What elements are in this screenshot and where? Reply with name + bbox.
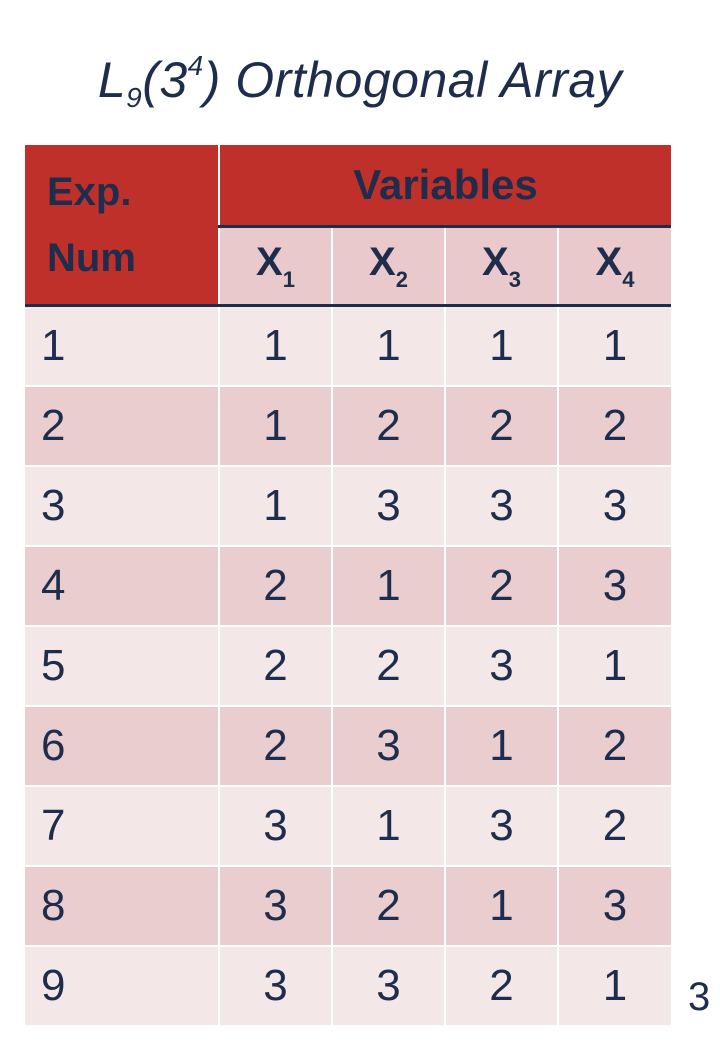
value-cell-x2: 3 bbox=[332, 466, 446, 547]
value-cell-x1: 2 bbox=[219, 626, 333, 707]
value-cell-x1: 2 bbox=[219, 546, 333, 627]
value-cell-x2: 2 bbox=[332, 866, 446, 947]
exp-num-cell: 8 bbox=[25, 866, 220, 947]
value-cell-x3: 1 bbox=[445, 866, 559, 947]
exp-num-cell: 1 bbox=[25, 305, 220, 387]
exp-num-cell: 7 bbox=[25, 786, 220, 867]
value-cell-x2: 1 bbox=[332, 305, 446, 387]
column-header-x2: X2 bbox=[332, 226, 446, 307]
value-cell-x3: 2 bbox=[445, 386, 559, 467]
value-cell-x3: 3 bbox=[445, 786, 559, 867]
value-cell-x4: 3 bbox=[558, 466, 672, 547]
exp-num-header: Exp. Num bbox=[25, 145, 220, 307]
value-cell-x4: 3 bbox=[558, 546, 672, 627]
column-header-x3: X3 bbox=[445, 226, 559, 307]
value-cell-x1: 1 bbox=[219, 466, 333, 547]
value-cell-x4: 3 bbox=[558, 866, 672, 947]
value-cell-x3: 2 bbox=[445, 546, 559, 627]
value-cell-x3: 3 bbox=[445, 466, 559, 547]
value-cell-x4: 2 bbox=[558, 706, 672, 787]
value-cell-x2: 3 bbox=[332, 946, 446, 1027]
value-cell-x3: 2 bbox=[445, 946, 559, 1027]
value-cell-x4: 2 bbox=[558, 386, 672, 467]
value-cell-x4: 2 bbox=[558, 786, 672, 867]
value-cell-x4: 1 bbox=[558, 946, 672, 1027]
exp-num-cell: 6 bbox=[25, 706, 220, 787]
exp-num-cell: 5 bbox=[25, 626, 220, 707]
value-cell-x1: 3 bbox=[219, 786, 333, 867]
column-header-x4: X4 bbox=[558, 226, 672, 307]
exp-num-cell: 4 bbox=[25, 546, 220, 627]
page-number: 3 bbox=[688, 975, 711, 1019]
value-cell-x1: 3 bbox=[219, 946, 333, 1027]
value-cell-x3: 1 bbox=[445, 706, 559, 787]
value-cell-x2: 1 bbox=[332, 786, 446, 867]
value-cell-x3: 3 bbox=[445, 626, 559, 707]
value-cell-x3: 1 bbox=[445, 305, 559, 387]
value-cell-x2: 1 bbox=[332, 546, 446, 627]
value-cell-x4: 1 bbox=[558, 626, 672, 707]
value-cell-x2: 2 bbox=[332, 626, 446, 707]
page-title: L9(34) Orthogonal Array bbox=[97, 50, 623, 113]
exp-num-cell: 2 bbox=[25, 386, 220, 467]
value-cell-x1: 3 bbox=[219, 866, 333, 947]
column-header-x1: X1 bbox=[219, 226, 333, 307]
value-cell-x1: 2 bbox=[219, 706, 333, 787]
value-cell-x2: 2 bbox=[332, 386, 446, 467]
exp-num-cell: 9 bbox=[25, 946, 220, 1027]
exp-num-cell: 3 bbox=[25, 466, 220, 547]
value-cell-x2: 3 bbox=[332, 706, 446, 787]
value-cell-x1: 1 bbox=[219, 386, 333, 467]
value-cell-x1: 1 bbox=[219, 305, 333, 387]
variables-header: Variables bbox=[219, 145, 672, 228]
value-cell-x4: 1 bbox=[558, 305, 672, 387]
